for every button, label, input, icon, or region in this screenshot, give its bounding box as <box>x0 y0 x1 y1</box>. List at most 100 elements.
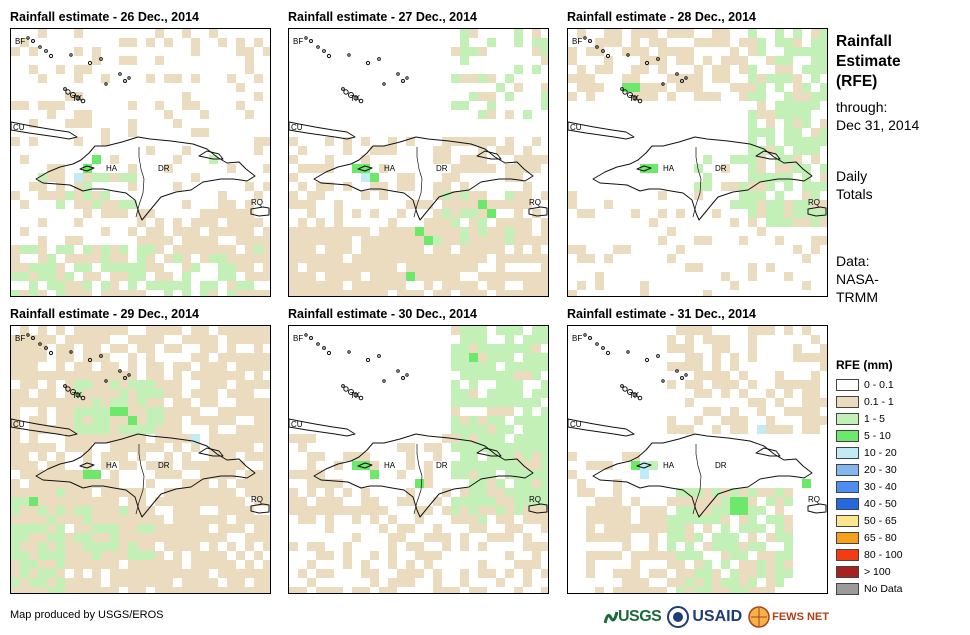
rain-cell <box>236 425 245 434</box>
rain-cell <box>110 515 119 524</box>
rain-cell <box>74 443 83 452</box>
rain-cell <box>200 254 209 263</box>
rain-cell <box>595 281 604 290</box>
rain-cell <box>757 542 766 551</box>
rain-cell <box>254 380 263 389</box>
rain-cell <box>811 101 820 110</box>
rain-cell <box>11 362 20 371</box>
rain-cell <box>316 497 325 506</box>
rain-cell <box>173 587 182 593</box>
rain-cell <box>263 533 270 542</box>
rain-cell <box>523 110 532 119</box>
rain-cell <box>245 218 254 227</box>
rain-cell <box>784 425 793 434</box>
rain-cell <box>74 587 83 593</box>
rain-cell <box>110 470 119 479</box>
rain-cell <box>74 137 83 146</box>
rain-cell <box>119 380 128 389</box>
rain-cell <box>29 119 38 128</box>
rain-cell <box>640 164 649 173</box>
map-label-tk: TK <box>629 391 640 400</box>
rain-cell <box>361 236 370 245</box>
rain-cell <box>748 83 757 92</box>
rain-cell <box>757 191 766 200</box>
rain-cell <box>424 551 433 560</box>
rain-cell <box>29 578 38 587</box>
rain-cell <box>469 209 478 218</box>
rain-cell <box>146 74 155 83</box>
rain-cell <box>11 506 20 515</box>
rain-cell <box>757 569 766 578</box>
islet <box>44 346 48 350</box>
rain-cell <box>757 92 766 101</box>
rain-cell <box>343 227 352 236</box>
rain-cell <box>487 398 496 407</box>
rain-cell <box>38 389 47 398</box>
rain-cell <box>721 560 730 569</box>
rain-cell <box>541 290 548 296</box>
coastline-samana <box>476 150 502 160</box>
panel-title: Rainfall estimate - 31 Dec., 2014 <box>567 307 756 321</box>
rain-cell <box>316 551 325 560</box>
rain-cell <box>361 461 370 470</box>
rain-cell <box>505 407 514 416</box>
rain-cell <box>667 551 676 560</box>
rain-cell <box>218 263 227 272</box>
rain-cell <box>38 191 47 200</box>
rain-cell <box>209 461 218 470</box>
rain-cell <box>227 497 236 506</box>
rain-cell <box>56 452 65 461</box>
rain-cell <box>460 461 469 470</box>
rain-cell <box>775 164 784 173</box>
rain-cell <box>11 47 20 56</box>
legend-label: 0 - 0.1 <box>864 378 894 391</box>
rain-cell <box>676 74 685 83</box>
rain-cell <box>694 506 703 515</box>
rain-cell <box>397 254 406 263</box>
rain-cell <box>469 371 478 380</box>
rain-cell <box>245 569 254 578</box>
rain-cell <box>514 155 523 164</box>
rain-cell <box>74 110 83 119</box>
rain-cell <box>442 182 451 191</box>
coastline-samana <box>198 447 224 457</box>
rain-cell <box>451 263 460 272</box>
islet <box>80 395 86 401</box>
rain-cell <box>784 272 793 281</box>
rain-cell <box>56 326 65 335</box>
rain-cell <box>721 56 730 65</box>
rain-cell <box>649 515 658 524</box>
rain-cell <box>209 497 218 506</box>
rain-cell <box>622 452 631 461</box>
rain-cell <box>38 101 47 110</box>
rain-cell <box>649 569 658 578</box>
rain-cell <box>236 443 245 452</box>
through-value: Dec 31, 2014 <box>836 117 920 133</box>
rain-cell <box>487 407 496 416</box>
rain-cell <box>146 371 155 380</box>
rain-cell <box>182 290 191 296</box>
rain-cell <box>119 209 128 218</box>
rain-cell <box>92 569 101 578</box>
rain-cell <box>496 281 505 290</box>
rain-cell <box>676 56 685 65</box>
rain-cell <box>29 290 38 296</box>
rain-cell <box>766 74 775 83</box>
rain-cell <box>20 587 29 593</box>
rain-cell <box>676 578 685 587</box>
rain-cell <box>820 38 827 47</box>
rain-cell <box>209 236 218 245</box>
rain-cell <box>263 362 270 371</box>
rain-cell <box>811 218 820 227</box>
rain-cell <box>433 191 442 200</box>
rain-cell <box>173 281 182 290</box>
rain-cell <box>47 110 56 119</box>
rain-cell <box>74 254 83 263</box>
rain-cell <box>101 425 110 434</box>
rain-cell <box>101 407 110 416</box>
islet <box>405 373 409 377</box>
coastlines <box>11 36 270 221</box>
islet <box>661 82 665 86</box>
rain-cell <box>442 200 451 209</box>
rain-cell <box>505 272 514 281</box>
